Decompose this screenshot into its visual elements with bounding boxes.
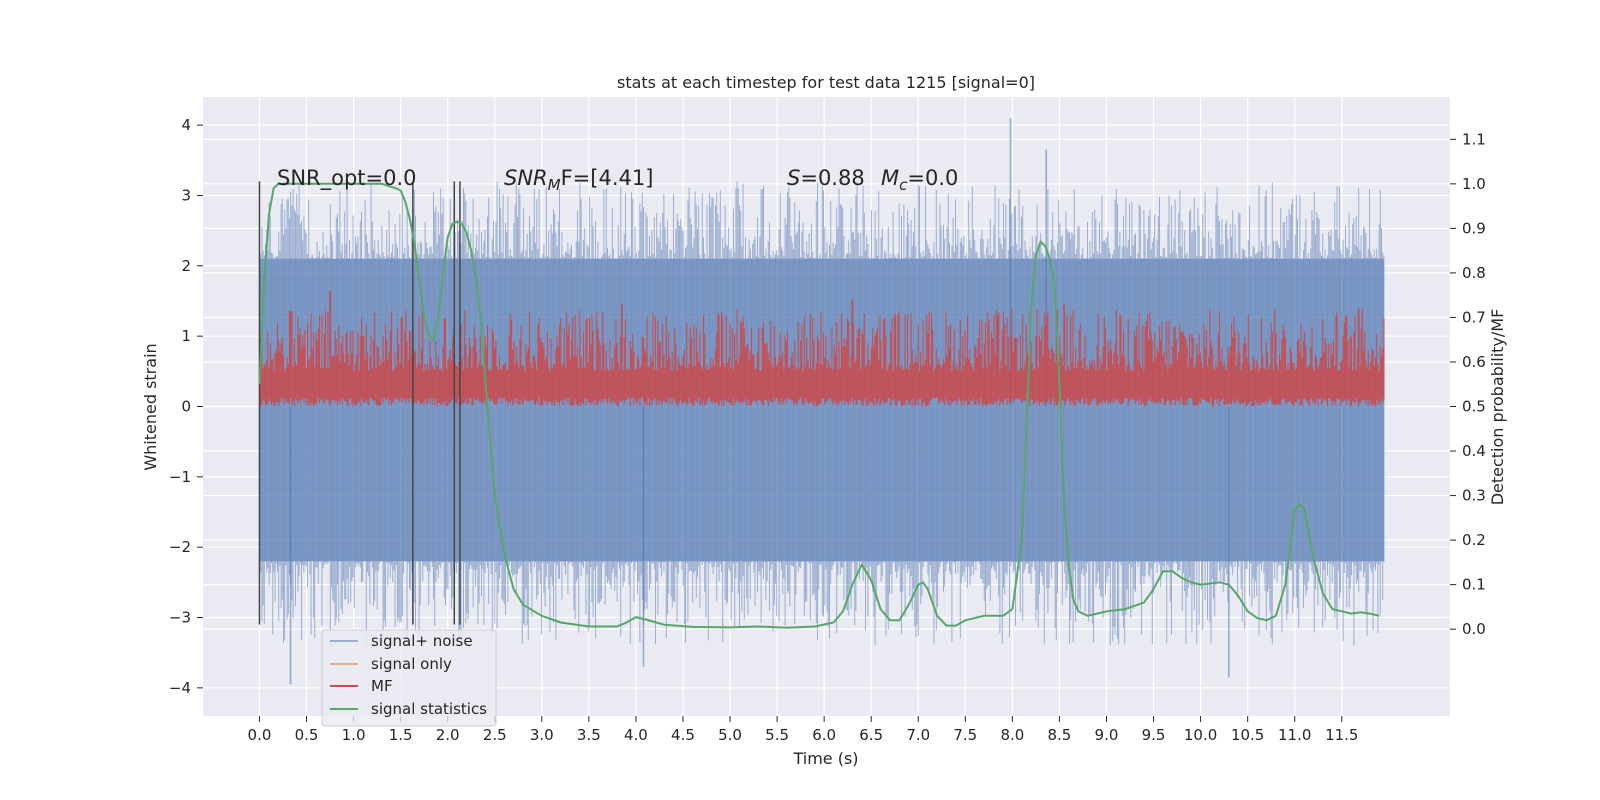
- y-tick-label-3: 1: [181, 327, 191, 345]
- annotation-snr-mf: SNRMF=[4.41]: [504, 166, 653, 194]
- y-tick-label-0: 4: [181, 116, 191, 134]
- chart-title: stats at each timestep for test data 121…: [617, 73, 1035, 92]
- x-tick-label-19: 9.5: [1142, 726, 1166, 744]
- x-tick-label-16: 8.0: [1000, 726, 1024, 744]
- annotation-snr-opt: SNR_opt=0.0: [277, 166, 417, 191]
- legend: signal+ noise signal only MF signal stat…: [321, 629, 497, 727]
- annotation-mc: Mc=0.0: [881, 166, 958, 194]
- x-tick-label-11: 5.5: [765, 726, 789, 744]
- annotation-s: S=0.88: [787, 166, 865, 190]
- x-tick-label-0: 0.0: [248, 726, 272, 744]
- y-tick-label-1: 3: [181, 186, 191, 204]
- x-tick-label-18: 9.0: [1095, 726, 1119, 744]
- y2-tick-label-8: 0.3: [1462, 487, 1486, 505]
- x-tick-label-10: 5.0: [718, 726, 742, 744]
- y2-axis-ticks: 1.1 1.0 0.9 0.8 0.7 0.6 0.5 0.4 0.3 0.2 0.1 0.0: [1450, 130, 1486, 638]
- legend-label-signal-noise: signal+ noise: [371, 632, 473, 650]
- vertical-markers: [258, 181, 461, 625]
- y-tick-label-7: −3: [169, 609, 191, 627]
- x-tick-label-22: 11.0: [1278, 726, 1311, 744]
- x-tick-label-9: 4.5: [671, 726, 695, 744]
- y-tick-label-2: 2: [181, 257, 191, 275]
- y-tick-label-6: −2: [169, 538, 191, 556]
- x-tick-label-2: 1.0: [342, 726, 366, 744]
- x-tick-label-6: 3.0: [530, 726, 554, 744]
- y2-tick-label-3: 0.8: [1462, 264, 1486, 282]
- x-tick-label-8: 4.0: [624, 726, 648, 744]
- y-tick-label-8: −4: [169, 679, 191, 697]
- y-tick-label-5: −1: [169, 468, 191, 486]
- y2-tick-label-0: 1.1: [1462, 130, 1486, 148]
- y-tick-label-4: 0: [181, 398, 191, 416]
- legend-label-signal-only: signal only: [371, 655, 452, 673]
- x-tick-label-7: 3.5: [577, 726, 601, 744]
- signal-statistics-line: [258, 182, 1380, 629]
- y2-tick-label-2: 0.9: [1462, 219, 1486, 237]
- y2-tick-label-9: 0.2: [1462, 531, 1486, 549]
- x-tick-label-4: 2.0: [436, 726, 460, 744]
- signal-noise-series: [259, 118, 1385, 685]
- x-axis-ticks: 0.0 0.5 1.0 1.5 2.0 2.5 3.0 3.5 4.0 4.5 5.0 5.5 6.0 6…: [248, 716, 1358, 744]
- y2-tick-label-6: 0.5: [1462, 398, 1486, 416]
- x-tick-label-23: 11.5: [1325, 726, 1358, 744]
- x-tick-label-13: 6.5: [859, 726, 883, 744]
- legend-label-signal-statistics: signal statistics: [371, 700, 487, 718]
- x-axis-label: Time (s): [792, 749, 858, 768]
- y2-tick-label-11: 0.0: [1462, 620, 1486, 638]
- legend-box: [321, 629, 497, 727]
- x-tick-label-14: 7.0: [906, 726, 930, 744]
- x-tick-label-3: 1.5: [389, 726, 413, 744]
- x-tick-label-21: 10.5: [1231, 726, 1264, 744]
- x-tick-label-1: 0.5: [295, 726, 319, 744]
- y2-tick-label-10: 0.1: [1462, 576, 1486, 594]
- x-tick-label-5: 2.5: [483, 726, 507, 744]
- y2-tick-label-5: 0.6: [1462, 353, 1486, 371]
- x-tick-label-20: 10.0: [1184, 726, 1217, 744]
- y-axis-ticks: 4 3 2 1 0 −1 −2 −3 −4: [169, 116, 203, 697]
- x-tick-label-12: 6.0: [812, 726, 836, 744]
- legend-label-mf: MF: [371, 677, 393, 695]
- y2-axis-label: Detection probability/MF: [1488, 309, 1507, 506]
- signal-statistics-series: [258, 182, 1380, 629]
- y2-tick-label-4: 0.7: [1462, 308, 1486, 326]
- x-tick-label-15: 7.5: [953, 726, 977, 744]
- y2-tick-label-7: 0.4: [1462, 442, 1486, 460]
- y-axis-label: Whitened strain: [141, 343, 160, 470]
- y2-tick-label-1: 1.0: [1462, 175, 1486, 193]
- x-tick-label-17: 8.5: [1048, 726, 1072, 744]
